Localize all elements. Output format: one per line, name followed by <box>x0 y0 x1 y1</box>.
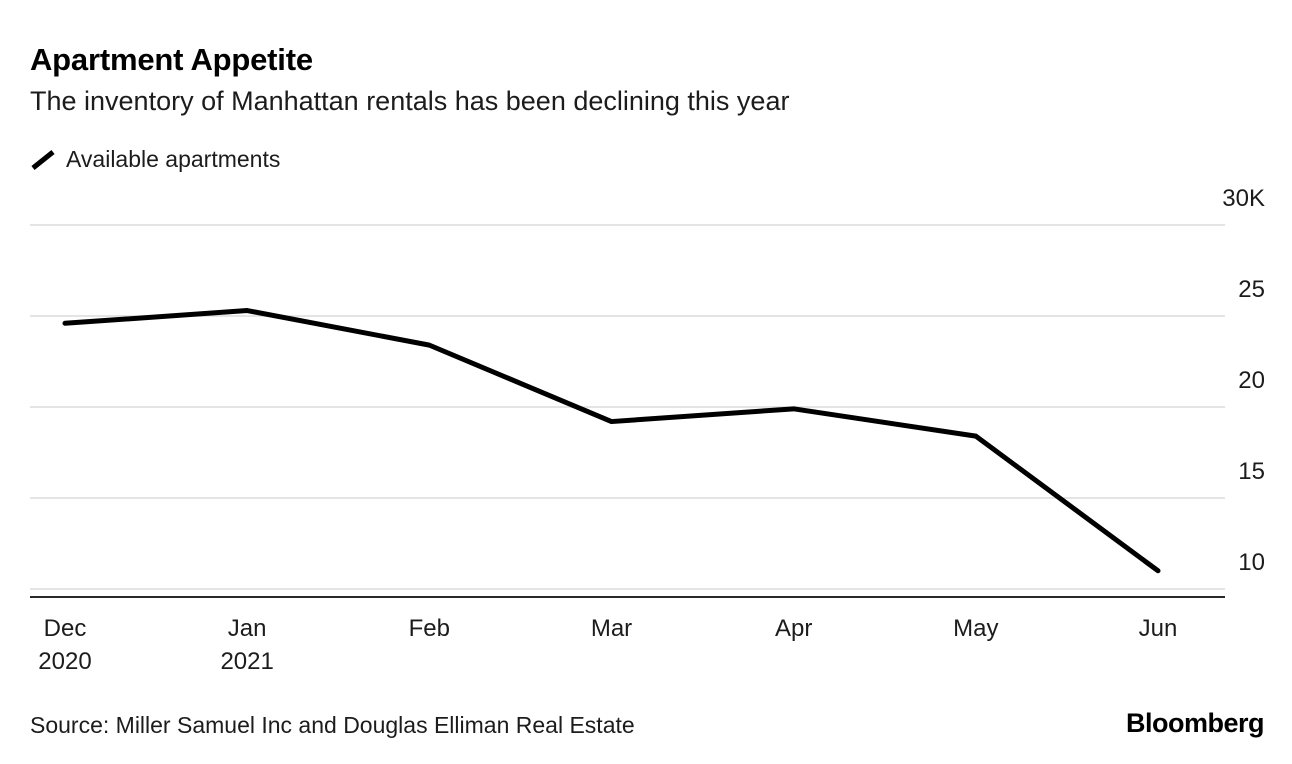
line-series-icon <box>30 149 56 171</box>
x-tick-label: Jan 2021 <box>220 612 273 678</box>
bloomberg-logo: Bloomberg <box>1125 708 1265 738</box>
x-tick-label: Mar <box>590 615 633 642</box>
chart-title: Apartment Appetite <box>30 42 313 77</box>
x-tick-label: May <box>953 615 999 642</box>
x-tick-label: Dec 2020 <box>38 612 91 678</box>
x-tick-sublabel: 2021 <box>220 648 274 675</box>
series-line <box>62 308 1161 574</box>
y-tick-label: 25 <box>1238 276 1265 303</box>
y-tick-label: 15 <box>1238 458 1265 485</box>
x-tick-sublabel: 2020 <box>38 648 92 675</box>
x-tick-label: Jun <box>1138 615 1178 642</box>
y-tick-label: 30K <box>1222 185 1265 212</box>
source-note: Source: Miller Samuel Inc and Douglas El… <box>30 712 635 738</box>
x-tick-label: Apr <box>774 615 813 642</box>
legend-label: Available apartments <box>66 146 281 172</box>
legend: Available apartments <box>30 146 280 173</box>
chart-subtitle: The inventory of Manhattan rentals has b… <box>30 86 790 116</box>
y-tick-label: 10 <box>1238 549 1265 576</box>
y-tick-label: 20 <box>1238 367 1265 394</box>
x-tick-label: Feb <box>408 615 451 642</box>
